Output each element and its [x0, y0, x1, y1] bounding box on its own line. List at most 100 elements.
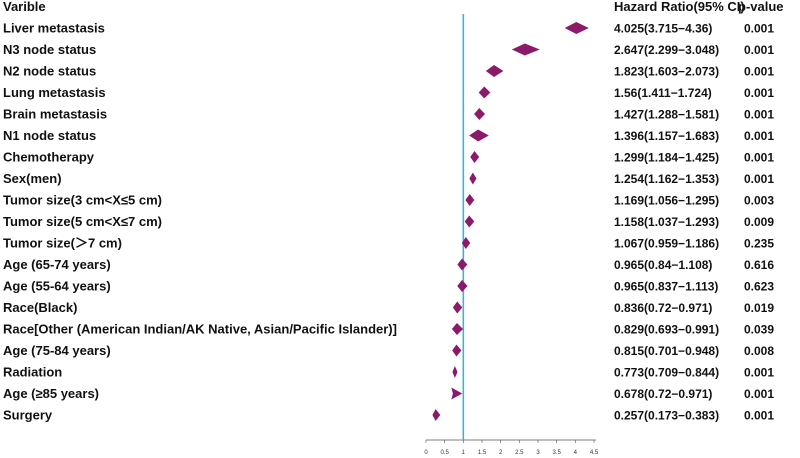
row-label: Race(Black) — [3, 300, 77, 315]
row-label: N2 node status — [3, 64, 96, 79]
row-label: Radiation — [3, 365, 62, 380]
p-value: 0.001 — [744, 65, 774, 79]
p-value: 0.009 — [744, 215, 774, 229]
hazard-ratio-value: 1.299(1.184−1.425) — [614, 151, 719, 165]
forest-row: Tumor size(5 cm<X≤7 cm) 1.158(1.037−1.293… — [3, 214, 774, 229]
row-label: Liver metastasis — [3, 21, 105, 36]
x-tick-label: 3.5 — [552, 450, 561, 456]
hazard-ratio-marker — [461, 237, 471, 249]
forest-row: Radiation 0.773(0.709−0.844) 0.001 — [3, 365, 774, 380]
hazard-ratio-value: 0.965(0.84−1.108) — [614, 258, 712, 272]
hazard-ratio-value: 0.257(0.173−0.383) — [614, 409, 719, 423]
hazard-ratio-value: 1.158(1.037−1.293) — [614, 215, 719, 229]
forest-row: Race(Black) 0.836(0.72−0.971) 0.019 — [3, 300, 774, 315]
x-tick-label: 4.5 — [590, 450, 599, 456]
hazard-ratio-value: 0.829(0.693−0.991) — [614, 323, 719, 337]
forest-rows: Liver metastasis 4.025(3.715−4.36) 0.001N3… — [3, 21, 774, 423]
header-variable: Varible — [3, 0, 46, 14]
forest-row: N1 node status 1.396(1.157−1.683) 0.001 — [3, 128, 774, 143]
forest-row: N2 node status 1.823(1.603−2.073) 0.001 — [3, 64, 774, 79]
hazard-ratio-value: 1.254(1.162−1.353) — [614, 172, 719, 186]
hazard-ratio-marker — [478, 86, 491, 99]
forest-row: Chemotherapy 1.299(1.184−1.425) 0.001 — [3, 150, 774, 165]
p-value: 0.001 — [744, 129, 774, 143]
x-axis-ticks: 0 0.5 1 1.5 2 2.5 3 3.5 4 4.5 — [424, 440, 599, 456]
header-p-value: p-value — [738, 0, 784, 14]
forest-row: Surgery 0.257(0.173−0.383) 0.001 — [3, 408, 774, 423]
x-tick-label: 1.5 — [478, 450, 487, 456]
hazard-ratio-value: 2.647(2.299−3.048) — [614, 43, 719, 57]
hazard-ratio-value: 0.965(0.837−1.113) — [614, 280, 718, 294]
hazard-ratio-marker — [457, 280, 468, 292]
row-label: Age (≥85 years) — [3, 386, 99, 401]
row-label: Chemotherapy — [3, 150, 95, 165]
hazard-ratio-marker — [452, 366, 458, 378]
x-tick-label: 0 — [424, 450, 428, 456]
p-value: 0.039 — [744, 323, 774, 337]
row-label: Race[Other (American Indian/AK Native, A… — [3, 322, 397, 337]
hazard-ratio-marker — [464, 215, 475, 228]
row-label: Age (55-64 years) — [3, 279, 111, 294]
hazard-ratio-marker — [465, 194, 475, 206]
x-tick-label: 4 — [574, 450, 578, 456]
row-label: Lung metastasis — [3, 85, 106, 100]
forest-row: Tumor size(3 cm<X≤5 cm) 1.169(1.056−1.295… — [3, 193, 774, 208]
p-value: 0.001 — [744, 409, 774, 423]
hazard-ratio-marker — [452, 344, 462, 357]
hazard-ratio-value: 1.823(1.603−2.073) — [614, 65, 719, 79]
hazard-ratio-value: 1.067(0.959−1.186) — [614, 237, 719, 251]
p-value: 0.623 — [744, 280, 774, 294]
forest-row: Age (75-84 years) 0.815(0.701−0.948) 0.008 — [3, 343, 774, 358]
row-label: Tumor size(＞7 cm) — [3, 236, 122, 251]
forest-row: Age (65-74 years) 0.965(0.84−1.108) 0.616 — [3, 257, 774, 272]
row-label: Age (65-74 years) — [3, 257, 111, 272]
hazard-ratio-value: 0.773(0.709−0.844) — [614, 366, 719, 380]
hazard-ratio-value: 1.169(1.056−1.295) — [614, 194, 719, 208]
p-value: 0.019 — [744, 301, 774, 315]
hazard-ratio-marker — [457, 258, 468, 271]
row-label: Tumor size(5 cm<X≤7 cm) — [3, 214, 162, 229]
hazard-ratio-marker — [474, 108, 486, 120]
p-value: 0.001 — [744, 366, 774, 380]
hazard-ratio-marker — [511, 43, 540, 56]
hazard-ratio-marker — [485, 65, 504, 77]
forest-row: Tumor size(＞7 cm) 1.067(0.959−1.186) 0.235 — [3, 236, 774, 251]
hazard-ratio-value: 0.836(0.72−0.971) — [614, 301, 712, 315]
row-label: Sex(men) — [3, 171, 62, 186]
x-tick-label: 2.5 — [515, 450, 524, 456]
hazard-ratio-marker — [451, 387, 463, 400]
x-tick-label: 3 — [536, 450, 540, 456]
hazard-ratio-value: 0.815(0.701−0.948) — [614, 344, 719, 358]
hazard-ratio-value: 1.427(1.288−1.581) — [614, 108, 719, 122]
p-value: 0.616 — [744, 258, 774, 272]
forest-row: N3 node status 2.647(2.299−3.048) 0.001 — [3, 42, 774, 57]
header-hazard-ratio: Hazard Ratio(95% CI) — [614, 0, 745, 14]
p-value: 0.003 — [744, 194, 774, 208]
hazard-ratio-marker — [470, 151, 480, 163]
x-tick-label: 2 — [499, 450, 503, 456]
hazard-ratio-value: 0.678(0.72−0.971) — [614, 387, 712, 401]
forest-row: Brain metastasis 1.427(1.288−1.581) 0.001 — [3, 107, 774, 122]
p-value: 0.001 — [744, 387, 774, 401]
row-label: Surgery — [3, 408, 53, 423]
hazard-ratio-value: 1.56(1.411−1.724) — [614, 86, 712, 100]
hazard-ratio-marker — [452, 301, 463, 314]
forest-row: Race[Other (American Indian/AK Native, A… — [3, 322, 774, 337]
p-value: 0.235 — [744, 237, 774, 251]
p-value: 0.001 — [744, 151, 774, 165]
forest-row: Lung metastasis 1.56(1.411−1.724) 0.001 — [3, 85, 774, 100]
hazard-ratio-marker — [564, 22, 589, 34]
row-label: Age (75-84 years) — [3, 343, 111, 358]
x-tick-label: 1 — [462, 450, 466, 456]
hazard-ratio-value: 1.396(1.157−1.683) — [614, 129, 719, 143]
hazard-ratio-marker — [432, 409, 441, 421]
p-value: 0.008 — [744, 344, 774, 358]
hazard-ratio-marker — [469, 172, 477, 185]
hazard-ratio-value: 4.025(3.715−4.36) — [614, 22, 712, 36]
row-label: N3 node status — [3, 42, 96, 57]
p-value: 0.001 — [744, 86, 774, 100]
row-label: N1 node status — [3, 128, 96, 143]
forest-row: Sex(men) 1.254(1.162−1.353) 0.001 — [3, 171, 774, 186]
p-value: 0.001 — [744, 43, 774, 57]
